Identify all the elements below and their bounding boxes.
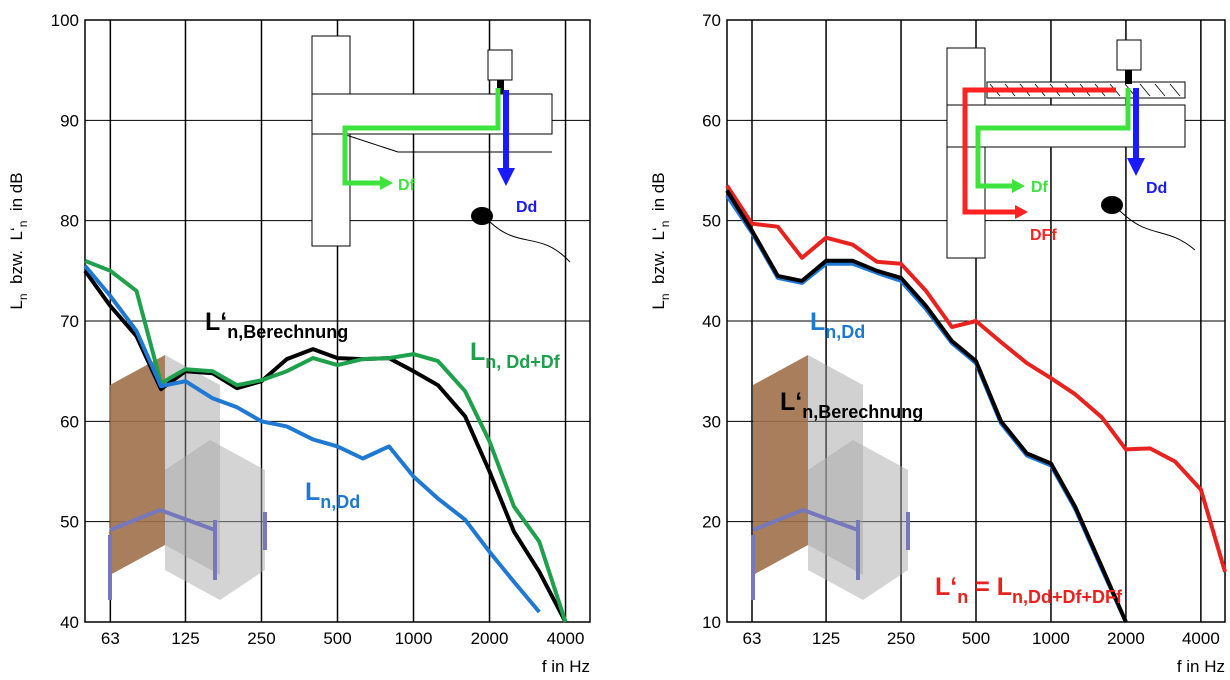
diagram-label: Df xyxy=(398,177,416,194)
y-tick-label: 60 xyxy=(702,111,721,130)
diagram-label: Dd xyxy=(1146,180,1167,197)
x-tick-label: 125 xyxy=(171,629,199,648)
x-tick-label: 500 xyxy=(962,629,990,648)
annotation-part: = L xyxy=(968,573,1012,601)
y-tick-label: 40 xyxy=(702,312,721,331)
annotation-part: L‘ xyxy=(205,308,227,336)
x-tick-label: 1000 xyxy=(1032,629,1070,648)
y-axis-label: Ln bzw. L‘n in dB xyxy=(7,172,30,309)
annotation-part: n,Dd xyxy=(825,322,865,342)
x-tick-label: 4000 xyxy=(1182,629,1220,648)
inset-diagram: Df Dd xyxy=(311,35,571,263)
y-axis-label-part: L xyxy=(7,300,26,309)
y-tick-label: 20 xyxy=(702,513,721,532)
series-line xyxy=(84,258,568,623)
x-tick-label: 250 xyxy=(887,629,915,648)
x-tick-label: 63 xyxy=(743,629,762,648)
x-tick-label: 500 xyxy=(323,629,351,648)
x-tick-label: 2000 xyxy=(1107,629,1145,648)
y-tick-label: 60 xyxy=(60,412,79,431)
y-tick-label: 100 xyxy=(51,11,79,30)
x-tick-label: 1000 xyxy=(395,629,433,648)
y-tick-label: 50 xyxy=(702,212,721,231)
x-axis-label: f in Hz xyxy=(542,657,590,676)
y-axis-label-part: bzw. L‘ xyxy=(649,227,668,293)
x-tick-label: 63 xyxy=(101,629,120,648)
x-tick-label: 250 xyxy=(247,629,275,648)
y-tick-label: 50 xyxy=(60,513,79,532)
diagram-label: Df xyxy=(1031,179,1049,196)
series-line xyxy=(725,184,1227,573)
y-tick-label: 10 xyxy=(702,613,721,632)
x-tick-label: 125 xyxy=(812,629,840,648)
y-axis-label-part: n xyxy=(16,293,30,300)
y-axis-label-part: n xyxy=(658,293,672,300)
annotation: Ln,Dd xyxy=(305,478,360,512)
annotation: Ln, Dd+Df xyxy=(470,338,561,372)
annotation-part: n,Berechnung xyxy=(227,322,348,342)
y-tick-label: 40 xyxy=(60,613,79,632)
y-axis-label-part: L xyxy=(649,300,668,309)
y-tick-label: 30 xyxy=(702,412,721,431)
y-axis-label-part: bzw. L‘ xyxy=(7,227,26,293)
annotation-part: n,Dd xyxy=(320,492,360,512)
annotation-part: L xyxy=(810,308,825,336)
element-sketch xyxy=(108,355,910,600)
x-tick-label: 4000 xyxy=(547,629,585,648)
diagram-label: Dd xyxy=(516,199,537,216)
series-line xyxy=(83,264,541,614)
y-tick-label: 70 xyxy=(702,11,721,30)
y-axis-label-part: n xyxy=(658,221,672,228)
y-axis-label-part: in dB xyxy=(7,172,26,220)
annotation: L‘n = Ln,Dd+Df+DFf xyxy=(935,573,1123,607)
x-tick-label: 2000 xyxy=(471,629,509,648)
series-line xyxy=(725,189,1128,623)
annotation-part: n, Dd+Df xyxy=(485,352,561,372)
annotation-part: n,Berechnung xyxy=(802,402,923,422)
annotation-part: n,Dd+Df+DFf xyxy=(1012,587,1123,607)
annotation-part: L xyxy=(305,478,320,506)
annotation: Ln,Dd xyxy=(810,308,865,342)
annotation-part: L‘ xyxy=(780,388,802,416)
diagram-label: DFf xyxy=(1030,227,1057,244)
y-tick-label: 70 xyxy=(60,312,79,331)
annotation: L‘n,Berechnung xyxy=(205,308,348,342)
annotation-part: L xyxy=(470,338,485,366)
annotation-part: L‘ xyxy=(935,573,957,601)
annotation: L‘n,Berechnung xyxy=(780,388,923,422)
annotation-part: n xyxy=(957,587,968,607)
y-axis-label: Ln bzw. L‘n in dB xyxy=(649,172,672,309)
y-axis-label-part: in dB xyxy=(649,172,668,220)
y-axis-label-part: n xyxy=(16,221,30,228)
x-axis-label: f in Hz xyxy=(1177,657,1225,676)
y-tick-label: 80 xyxy=(60,212,79,231)
inset-diagram: Df Dd DFf xyxy=(946,39,1196,259)
y-tick-label: 90 xyxy=(60,111,79,130)
